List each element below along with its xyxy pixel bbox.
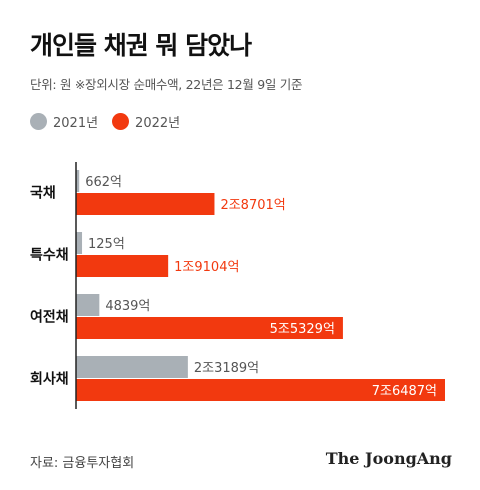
source-note: 자료: 금융투자협회	[30, 456, 135, 471]
legend-item-2021: 2021년	[30, 112, 98, 131]
bar-2021	[76, 232, 83, 254]
legend-label-2022: 2022년	[135, 115, 181, 131]
data-label-2021: 4839억	[105, 299, 150, 314]
data-label-2021: 662억	[85, 175, 122, 190]
data-label-2022: 5조5329억	[270, 322, 335, 337]
legend-label-2021: 2021년	[53, 115, 99, 131]
bar-2021	[76, 294, 100, 316]
category-label: 회사채	[30, 372, 69, 388]
bar-2022	[76, 379, 445, 401]
data-label-2022: 7조6487억	[372, 384, 437, 399]
category-label: 여전채	[30, 309, 69, 326]
bar-2022	[76, 317, 343, 339]
category-label: 국채	[30, 186, 56, 202]
bar-2021	[76, 356, 188, 378]
bar-2022	[76, 255, 169, 277]
data-label-2022: 1조9104억	[174, 260, 239, 275]
category-label: 특수채	[30, 248, 69, 264]
legend: 2021년 2022년	[30, 110, 180, 132]
legend-swatch-2021	[30, 112, 47, 130]
chart-subtitle: 단위: 원 ※장외시장 순매수액, 22년은 12월 9일 기준	[30, 77, 303, 92]
data-label-2021: 2조3189억	[194, 361, 259, 376]
bar-2022	[76, 193, 215, 215]
brand-logo: The JoongAng	[325, 449, 452, 468]
chart-title: 개인들 채권 뭐 담았나	[30, 31, 252, 60]
data-label-2021: 125억	[88, 237, 125, 252]
data-label-2022: 2조8701억	[220, 198, 285, 213]
legend-swatch-2022	[112, 112, 130, 130]
bar-2021	[76, 170, 80, 192]
legend-item-2022: 2022년	[112, 112, 180, 131]
